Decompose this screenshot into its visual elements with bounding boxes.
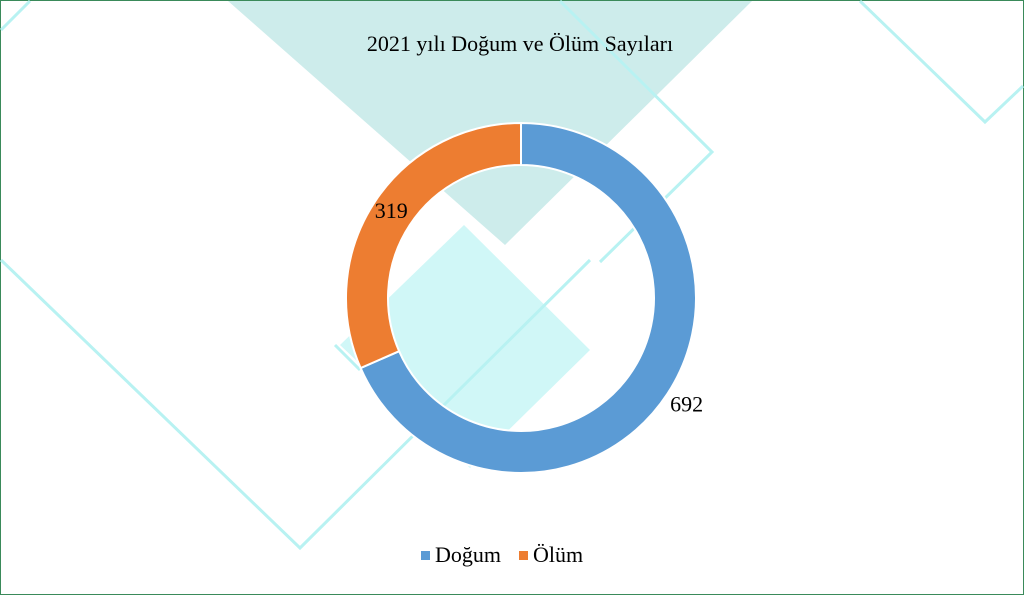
legend: Doğum Ölüm: [421, 542, 583, 567]
donut: 692 319: [345, 121, 703, 474]
donut-segment: [345, 121, 522, 370]
legend-label: Ölüm: [533, 542, 583, 567]
data-label: 319: [375, 198, 408, 223]
legend-label: Doğum: [435, 542, 501, 567]
legend-marker: [519, 551, 528, 560]
legend-marker: [421, 551, 430, 560]
chart-title: 2021 yılı Doğum ve Ölüm Sayıları: [367, 31, 673, 56]
donut-segment: [359, 121, 697, 474]
data-label: 692: [670, 391, 703, 416]
